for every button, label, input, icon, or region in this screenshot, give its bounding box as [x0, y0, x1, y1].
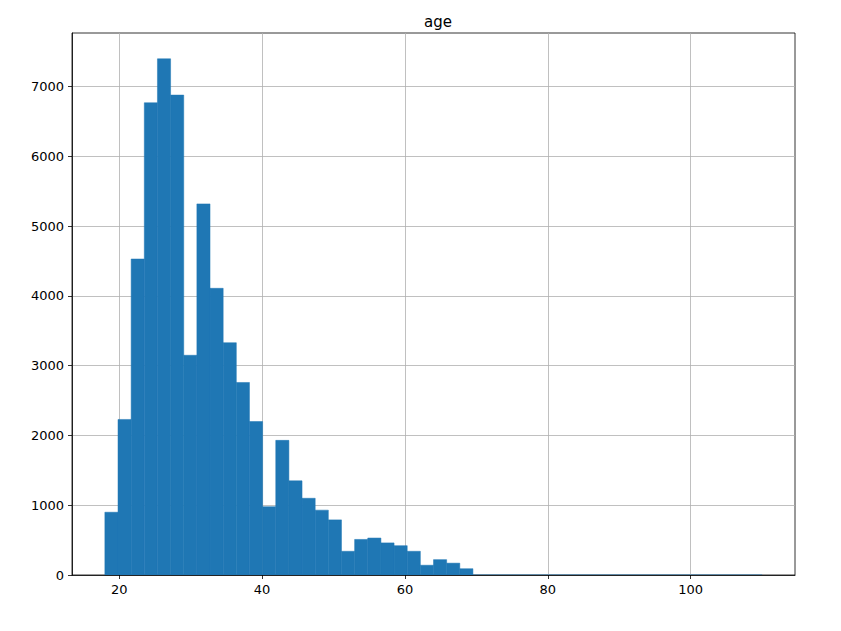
svg-text:0: 0	[56, 568, 64, 583]
svg-text:40: 40	[254, 582, 271, 597]
svg-text:4000: 4000	[31, 288, 64, 303]
svg-text:age: age	[424, 13, 452, 31]
svg-text:3000: 3000	[31, 358, 64, 373]
svg-text:80: 80	[540, 582, 557, 597]
svg-text:20: 20	[111, 582, 128, 597]
svg-text:2000: 2000	[31, 428, 64, 443]
svg-text:60: 60	[397, 582, 414, 597]
svg-text:7000: 7000	[31, 79, 64, 94]
svg-text:6000: 6000	[31, 149, 64, 164]
svg-text:1000: 1000	[31, 498, 64, 513]
svg-text:5000: 5000	[31, 219, 64, 234]
svg-text:100: 100	[678, 582, 703, 597]
